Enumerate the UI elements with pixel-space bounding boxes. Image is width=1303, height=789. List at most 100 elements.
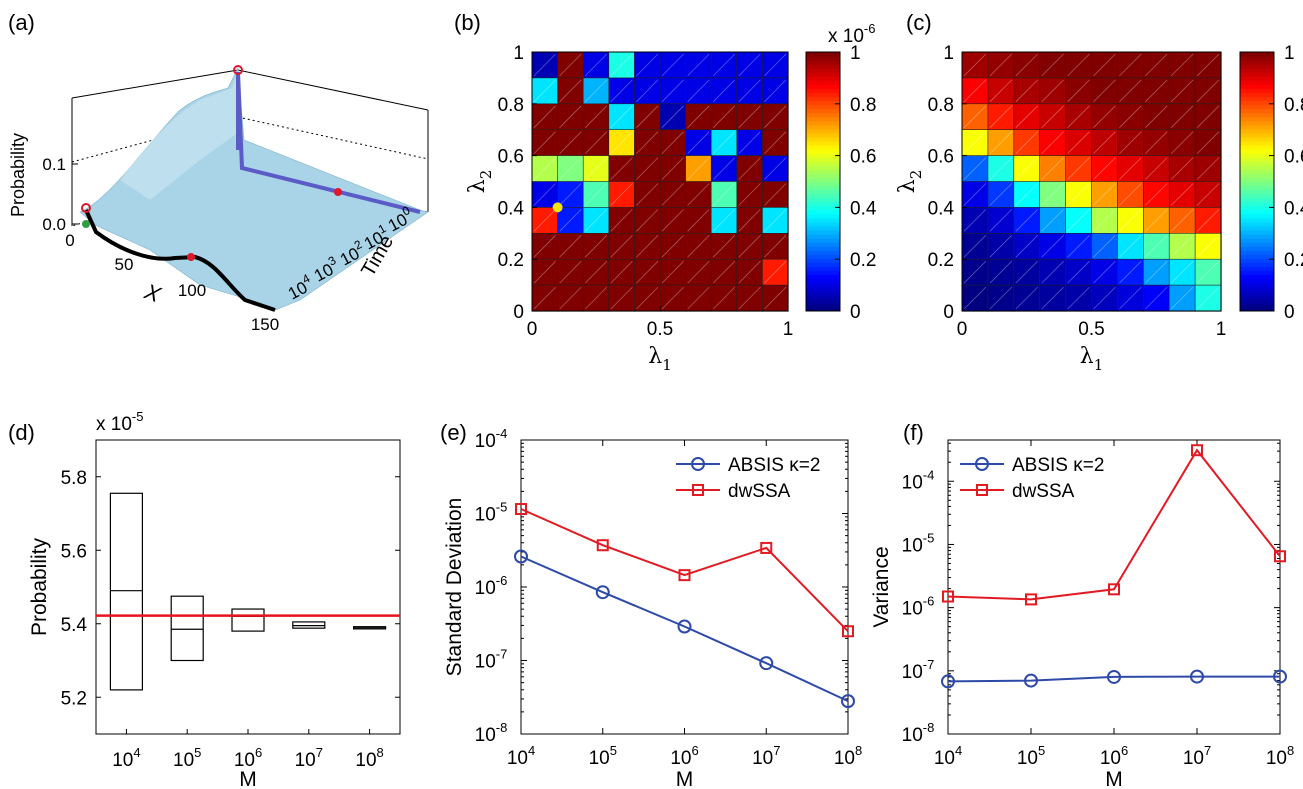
cell-diagonal <box>1145 183 1168 206</box>
colorbar-segment <box>806 84 840 89</box>
heatmap-cell <box>557 103 584 131</box>
red-marker <box>187 253 195 261</box>
heatmap-cell <box>1065 103 1093 131</box>
heatmap-cell <box>736 103 763 131</box>
legend-label: ABSIS κ=2 <box>1012 455 1104 476</box>
cell-diagonal <box>1015 53 1038 77</box>
heatmap-cell <box>608 103 635 131</box>
marginal-curve <box>84 209 276 312</box>
panel-label-d: (d) <box>8 420 35 445</box>
cell-diagonal <box>1093 235 1116 258</box>
y-tick-label: 5.2 <box>61 688 87 709</box>
colorbar-segment <box>806 213 840 219</box>
cell-diagonal <box>989 260 1013 284</box>
colorbar-segment <box>1240 64 1274 69</box>
colorbar-segment <box>1240 226 1274 231</box>
heatmap-cell <box>634 233 661 260</box>
y-tick-label: 10-5 <box>475 500 508 526</box>
cell-diagonal <box>1145 105 1168 128</box>
cell-diagonal <box>738 157 761 180</box>
cell-diagonal <box>712 183 736 206</box>
cell-diagonal <box>584 286 608 310</box>
colorbar-scale-label: x 10-6 <box>828 21 875 47</box>
heatmap-cell <box>557 129 584 157</box>
y-axis-label: Probability <box>28 537 51 636</box>
cell-diagonal <box>764 105 787 128</box>
heatmap-cell <box>531 77 559 105</box>
y-axis-label: λ2 <box>895 170 925 194</box>
heatmap-cell <box>1117 233 1144 260</box>
cell-diagonal <box>1170 53 1194 77</box>
colorbar-segment <box>1240 177 1274 182</box>
heatmap-cell <box>582 207 610 234</box>
colorbar-segment <box>1240 52 1274 57</box>
heatmap-cell <box>710 258 738 286</box>
colorbar-segment <box>806 80 840 85</box>
heatmap-cell <box>1143 258 1170 286</box>
surface-ridge <box>120 70 242 200</box>
heatmap-cell <box>659 77 687 105</box>
heatmap-cell <box>710 103 738 131</box>
cell-diagonal <box>963 131 987 154</box>
colorbar-segment <box>1240 262 1274 267</box>
colorbar-segment <box>1240 132 1274 138</box>
cell-diagonal <box>764 235 787 258</box>
data-point <box>1107 669 1121 684</box>
data-point <box>942 590 954 603</box>
colorbar-segment <box>806 68 840 73</box>
cell-diagonal <box>712 79 736 103</box>
cell-diagonal <box>712 105 736 128</box>
cell-diagonal <box>1067 209 1090 232</box>
cell-diagonal <box>533 235 556 258</box>
y-tick-label: 5.6 <box>61 541 87 562</box>
cell-diagonal <box>610 235 633 258</box>
colorbar-segment <box>806 149 840 154</box>
cell-diagonal <box>559 53 582 77</box>
data-point <box>1108 583 1120 596</box>
heatmap-cell <box>531 155 559 183</box>
cell-diagonal <box>1196 157 1220 180</box>
colorbar-segment <box>806 104 840 110</box>
colorbar-segment <box>1240 278 1274 284</box>
colorbar-segment <box>1240 193 1274 199</box>
colorbar-segment <box>1240 258 1274 263</box>
data-point <box>1025 593 1037 606</box>
cell-diagonal <box>1196 286 1220 310</box>
colorbar-segment <box>806 234 840 239</box>
colorbar-segment <box>806 64 840 69</box>
cell-diagonal <box>1196 131 1220 154</box>
colorbar-segment <box>806 193 840 199</box>
x-tick-label: 0.5 <box>647 319 673 340</box>
cell-diagonal <box>610 131 633 154</box>
heatmap-cell <box>1168 77 1196 105</box>
cell-diagonal <box>1093 157 1116 180</box>
heatmap-cell <box>710 77 738 105</box>
colorbar-segment <box>806 92 840 98</box>
cell-diagonal <box>1170 235 1194 258</box>
colorbar-segment <box>806 302 840 308</box>
heatmap-cell <box>1168 233 1196 260</box>
cell-diagonal <box>559 209 582 232</box>
red-marker <box>233 65 243 75</box>
cell-diagonal <box>1093 183 1116 206</box>
colorbar-segment <box>806 221 840 227</box>
data-point <box>1191 444 1203 457</box>
y-tick-label: 5.8 <box>61 468 87 489</box>
x-tick-label: 107 <box>1183 743 1211 769</box>
x-tick-label: 104 <box>112 745 140 771</box>
cell-diagonal <box>712 235 736 258</box>
heatmap-cell <box>1091 284 1119 312</box>
heatmap-cell <box>1013 258 1041 286</box>
colorbar-segment <box>806 132 840 138</box>
colorbar-frame <box>1239 51 1275 312</box>
y-tick-label: 0.6 <box>928 147 954 168</box>
heatmap-cell <box>1143 51 1170 79</box>
heatmap-cell <box>659 155 687 183</box>
colorbar-tick-label: 0.4 <box>1284 198 1303 219</box>
colorbar-segment <box>1240 298 1274 304</box>
cell-diagonal <box>764 131 787 154</box>
colorbar-tick-label: 0.6 <box>1284 147 1303 168</box>
heatmap-cell <box>1013 181 1041 209</box>
colorbar-segment <box>1240 60 1274 65</box>
